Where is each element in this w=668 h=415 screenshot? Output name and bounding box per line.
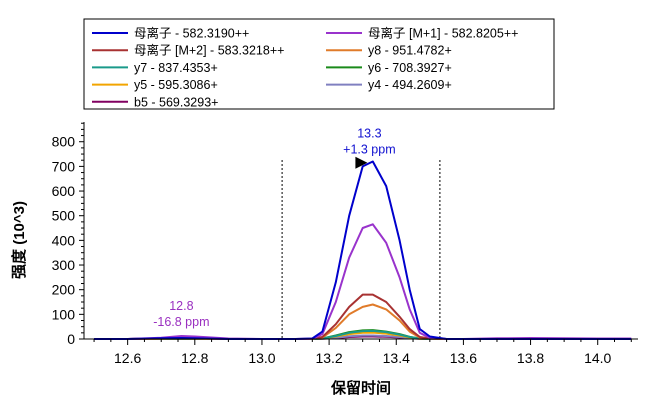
peak-ppm-label: -16.8 ppm — [153, 315, 209, 329]
peak-rt-label: 13.3 — [357, 127, 381, 141]
y-tick-label: 300 — [52, 257, 76, 273]
y-axis-label: 强度 (10^3) — [10, 201, 28, 279]
x-tick-label: 13.4 — [383, 350, 410, 366]
x-tick-label: 14.0 — [584, 350, 611, 366]
legend: 母离子 - 582.3190++ 母离子 [M+1] - 582.8205++ 母离… — [83, 18, 555, 110]
legend-box — [83, 18, 555, 110]
y-tick-label: 100 — [52, 306, 76, 322]
legend-entry: 母离子 [M+2] - 583.3218++ — [134, 43, 284, 58]
x-tick-label: 13.8 — [517, 350, 544, 366]
legend-entry: y7 - 837.4353+ — [134, 61, 218, 75]
x-axis-label: 保留时间 — [330, 379, 391, 397]
x-tick-label: 12.6 — [114, 350, 141, 366]
peak-rt-label: 12.8 — [169, 299, 193, 313]
x-tick-label: 12.8 — [181, 350, 208, 366]
y-tick-label: 800 — [52, 134, 76, 150]
x-tick-label: 13.0 — [248, 350, 275, 366]
y-tick-label: 600 — [52, 183, 76, 199]
x-tick-label: 13.6 — [450, 350, 477, 366]
legend-entry: y5 - 595.3086+ — [134, 78, 218, 92]
axes: 0 100 200 300 400 500 600 700 800 12.6 12.8 13.0 13.… — [52, 122, 638, 366]
legend-entry: b5 - 569.3293+ — [134, 95, 218, 109]
legend-entry: y8 - 951.4782+ — [368, 44, 452, 58]
y-tick-label: 0 — [67, 331, 75, 347]
legend-entry: 母离子 [M+1] - 582.8205++ — [368, 26, 518, 41]
annotations: 13.3 +1.3 ppm 12.8 -16.8 ppm — [153, 127, 395, 329]
peak-ppm-label: +1.3 ppm — [343, 143, 395, 157]
apex-marker — [355, 156, 368, 169]
y-tick-label: 200 — [52, 282, 76, 298]
legend-entry: y4 - 494.2609+ — [368, 78, 452, 92]
y-tick-label: 700 — [52, 158, 76, 174]
y-tick-label: 400 — [52, 232, 76, 248]
legend-entry: 母离子 - 582.3190++ — [134, 26, 249, 41]
y-tick-label: 500 — [52, 208, 76, 224]
x-tick-label: 13.2 — [315, 350, 342, 366]
legend-entry: y6 - 708.3927+ — [368, 61, 452, 75]
